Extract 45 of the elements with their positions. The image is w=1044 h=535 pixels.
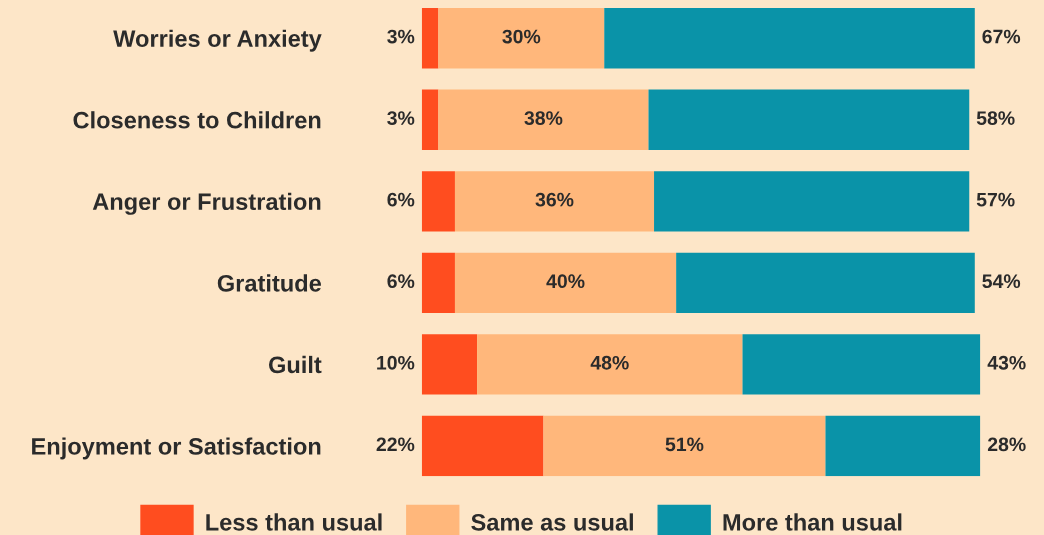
data-label: 6% (387, 274, 415, 289)
bar (477, 334, 743, 395)
bar (421, 89, 439, 150)
data-label: 6% (387, 192, 415, 207)
bar (604, 8, 975, 69)
bar (421, 415, 544, 477)
bar (454, 171, 655, 232)
bar (454, 252, 677, 314)
legend-label: Less than usual (206, 513, 382, 531)
data-label: 51% (665, 437, 704, 452)
data-label: 58% (976, 111, 1015, 125)
data-label: 30% (502, 29, 541, 44)
bar (421, 252, 455, 314)
bar (654, 171, 970, 232)
y-tick-label: Closeness to Children (73, 111, 321, 129)
bar (676, 252, 975, 314)
bar (742, 334, 981, 395)
data-label: 3% (387, 111, 415, 125)
bar (421, 334, 478, 395)
data-label: 67% (982, 29, 1021, 44)
bar (543, 415, 826, 477)
bar (825, 415, 981, 477)
data-label: 3% (387, 29, 415, 44)
bar (421, 8, 439, 69)
bar (421, 171, 455, 232)
data-label: 38% (524, 111, 563, 125)
y-tick-label: Guilt (268, 355, 322, 374)
legend-label: More than usual (723, 513, 902, 531)
legend-label: Same as usual (471, 513, 633, 531)
bar (438, 89, 649, 150)
data-label: 36% (535, 192, 574, 207)
y-tick-label: Gratitude (217, 274, 321, 292)
bar (438, 8, 605, 69)
data-label: 10% (377, 355, 415, 370)
data-label: 48% (590, 355, 629, 370)
y-tick-label: Worries or Anxiety (113, 29, 322, 52)
data-label: 54% (982, 274, 1021, 289)
y-tick-label: Anger or Frustration (92, 192, 321, 215)
data-label: 40% (546, 274, 585, 289)
data-label: 43% (987, 355, 1026, 370)
data-label: 28% (987, 437, 1026, 452)
y-tick-label: Enjoyment or Satisfaction (32, 437, 321, 460)
data-label: 57% (976, 192, 1015, 207)
data-label: 22% (376, 437, 415, 452)
bar (648, 89, 970, 150)
